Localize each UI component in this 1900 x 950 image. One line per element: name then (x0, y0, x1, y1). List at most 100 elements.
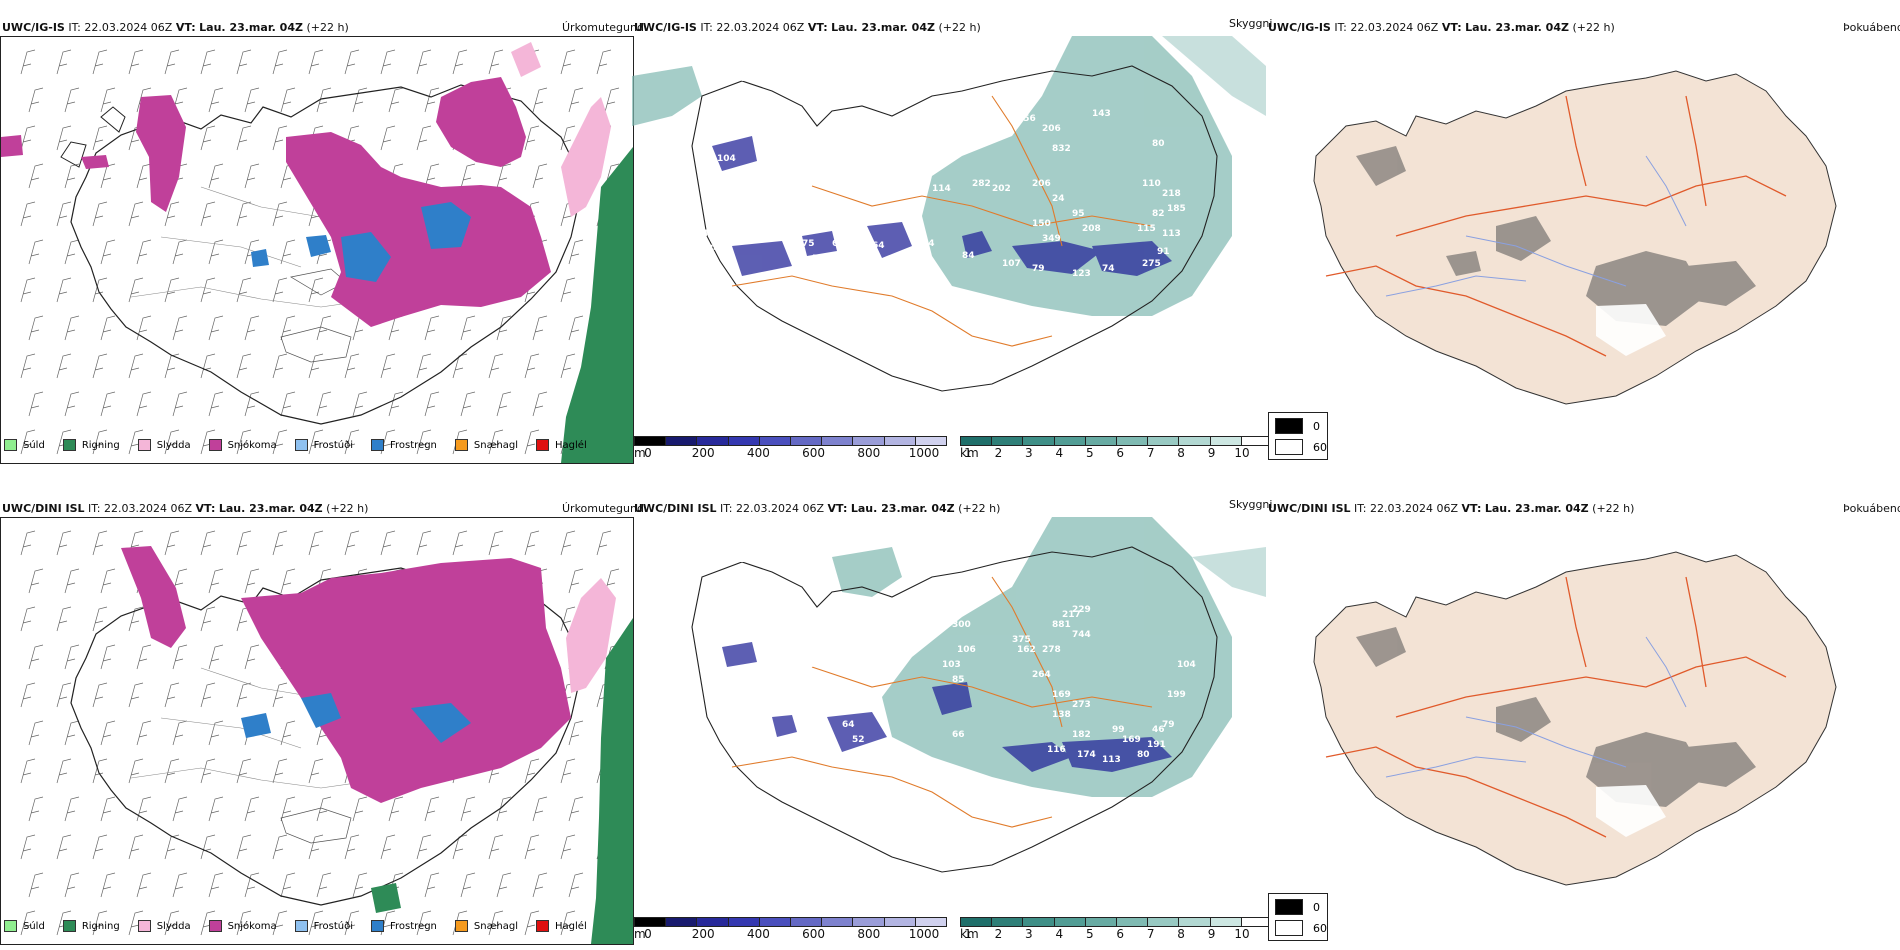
wind-barb (64, 315, 80, 341)
wind-barb (200, 353, 216, 379)
ceiling-value-label: 114 (932, 184, 951, 194)
panel-title-precip-type: Úrkomutegund (562, 21, 644, 34)
ceiling-value-label: 124 (897, 184, 916, 194)
wind-barb (236, 682, 252, 708)
wind-barb (172, 315, 188, 341)
ceiling-value-label: 104 (1177, 660, 1196, 670)
wind-barb (92, 429, 108, 455)
legend-label: Frostúði (313, 920, 353, 932)
lead-time: (+22 h) (1572, 21, 1615, 34)
colorbar-tick: 0 (644, 446, 652, 460)
wind-barb (380, 530, 396, 556)
wind-barb (424, 796, 440, 822)
wind-barb (56, 277, 72, 303)
colorbar-tick: 800 (857, 927, 881, 941)
wind-barb (460, 163, 476, 189)
ceiling-value-label: 229 (1072, 605, 1091, 615)
wind-barb (172, 391, 188, 417)
colorbar-tick: 200 (691, 446, 715, 460)
wind-barb (64, 391, 80, 417)
legend-swatch (137, 439, 151, 451)
colorbar-segment (1241, 918, 1272, 926)
model-name: UWC/DINI ISL (634, 502, 717, 515)
colorbar-segment (915, 437, 946, 445)
colorbar-tick: 8 (1177, 446, 1185, 460)
wind-barb (128, 277, 144, 303)
wind-barb (244, 87, 260, 113)
ceiling-value-label: 84 (962, 251, 975, 261)
wind-barb (56, 758, 72, 784)
colorbar-tick: 0 (644, 927, 652, 941)
ceiling-value-label: 130 (852, 119, 871, 129)
wind-barb (100, 644, 116, 670)
ceiling-value-label: 24 (1052, 194, 1065, 204)
ceiling-value-label: 206 (1042, 124, 1061, 134)
wind-barb (28, 568, 44, 594)
rain-areas (561, 147, 633, 463)
colorbar-segment (992, 437, 1024, 445)
wind-barb (308, 277, 324, 303)
wind-barb (344, 530, 360, 556)
ceiling-value-label: 64 (892, 154, 905, 164)
wind-barb (272, 49, 288, 75)
wind-barb (488, 49, 504, 75)
wind-barb (280, 720, 296, 746)
rivers (1385, 155, 1687, 297)
colorbar-tick: 400 (746, 446, 770, 460)
colorbar-segment (790, 918, 823, 926)
wind-barb (136, 163, 152, 189)
ceiling-map: 106 87 109 104 121 188 46 84 102 75 55 60 64 74 84 107 7… (632, 36, 1266, 436)
wind-barb (128, 201, 144, 227)
iceland-coastline (70, 84, 580, 425)
ceiling-value-label: 116 (932, 114, 951, 124)
wind-barb (424, 87, 440, 113)
legend-label: Haglél (555, 439, 587, 451)
wind-barb (28, 872, 44, 898)
legend-item: Haglél (536, 439, 587, 451)
colorbar-segment (1241, 437, 1272, 445)
wind-barb (92, 353, 108, 379)
wind-barb (424, 163, 440, 189)
colorbar-segment (697, 437, 729, 445)
colorbar-tick: 1000 (908, 927, 940, 941)
wind-barb (56, 49, 72, 75)
wind-barb (272, 682, 288, 708)
colorbar-tick: 7 (1146, 927, 1155, 941)
wind-barb (128, 606, 144, 632)
wind-barb (380, 125, 396, 151)
lead-time: (+22 h) (958, 502, 1001, 515)
fog-legend-row: 0 (1275, 899, 1320, 915)
legend-swatch (137, 920, 151, 932)
road-network (731, 576, 1153, 828)
colorbar-tick: 8 (1177, 927, 1185, 941)
wind-barb (200, 758, 216, 784)
wind-barb (452, 530, 468, 556)
colorbar-segment (822, 918, 854, 926)
legend-swatch (371, 920, 384, 932)
wind-barb (64, 87, 80, 113)
wind-barb (20, 429, 36, 455)
ceiling-value-label: 123 (1072, 269, 1091, 279)
colorbar-segment (884, 437, 916, 445)
wind-barb (532, 391, 548, 417)
legend-swatch (536, 920, 550, 932)
ceiling-value-label: 80 (1137, 750, 1150, 760)
ceiling-map-svg: 106 87 109 104 121 188 46 84 102 75 55 60 64 74 84 107 7… (632, 36, 1266, 392)
colorbar-segment (1023, 918, 1055, 926)
ceiling-value-label: 52 (852, 735, 865, 745)
wind-barb (568, 720, 584, 746)
ceiling-value-label: 82 (1152, 209, 1165, 219)
wind-barb (20, 834, 36, 860)
ceiling-value-label: 74 (1102, 264, 1115, 274)
wind-barb (56, 682, 72, 708)
wind-barb (28, 163, 44, 189)
wind-barb (208, 644, 224, 670)
wind-barb (488, 834, 504, 860)
wind-barb (244, 568, 260, 594)
wind-barb (200, 606, 216, 632)
wind-barb (568, 239, 584, 265)
ceiling-value-label: 113 (1102, 755, 1121, 765)
ceiling-value-label: 156 (802, 660, 821, 670)
wind-barb (560, 758, 576, 784)
wind-barb (20, 353, 36, 379)
